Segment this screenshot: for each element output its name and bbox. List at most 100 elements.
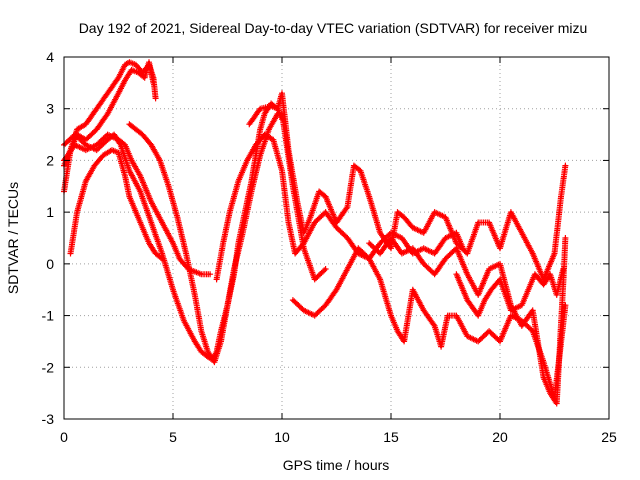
data-point (400, 252, 404, 255)
data-point (389, 236, 393, 240)
data-point (254, 143, 258, 147)
data-point (389, 247, 393, 250)
data-point (548, 391, 552, 395)
data-point (141, 133, 144, 136)
axis-ticks (63, 56, 610, 420)
data-point (228, 210, 231, 214)
data-point (128, 195, 131, 198)
y-tick-label: -3 (42, 411, 55, 427)
data-point (302, 309, 305, 312)
data-point (95, 148, 98, 152)
data-point (368, 257, 371, 260)
data-point (154, 252, 157, 255)
data-point (150, 200, 153, 203)
data-point (75, 128, 79, 131)
y-tick-label: 1 (46, 204, 54, 220)
data-point (555, 293, 558, 297)
data-point (520, 304, 523, 307)
data-point (95, 107, 98, 110)
data-point (455, 241, 458, 245)
data-point (128, 60, 131, 64)
data-point (509, 309, 513, 312)
data-point (531, 309, 534, 312)
data-point (143, 76, 146, 79)
data-point (141, 226, 144, 229)
data-point (130, 159, 133, 162)
data-point (69, 252, 72, 255)
data-point (150, 221, 153, 224)
data-point (158, 159, 162, 162)
data-point (200, 350, 203, 353)
data-point (302, 231, 305, 235)
data-point (400, 236, 404, 240)
data-point (123, 174, 127, 178)
data-point (134, 210, 138, 214)
data-point (128, 123, 131, 126)
x-axis-label: GPS time / hours (283, 457, 390, 473)
data-point (117, 76, 120, 79)
data-point (213, 360, 216, 364)
data-point (106, 138, 109, 141)
data-point (352, 164, 356, 167)
y-tick-label: -2 (42, 359, 55, 375)
data-point (176, 216, 179, 219)
data-point (84, 148, 88, 152)
data-point (259, 154, 262, 157)
data-point (455, 273, 458, 276)
data-point (422, 262, 425, 266)
data-point (263, 133, 266, 136)
plot-frame (63, 56, 610, 420)
data-point (287, 221, 290, 224)
data-point (178, 257, 181, 260)
y-tick-label: 0 (46, 256, 54, 272)
data-point (402, 340, 406, 343)
data-point (498, 340, 502, 343)
data-point (564, 236, 567, 240)
x-tick-label: 20 (492, 429, 508, 445)
series-track-k (453, 266, 567, 319)
data-point (324, 210, 327, 214)
data-point (509, 314, 513, 317)
data-point (150, 143, 153, 147)
data-point (152, 81, 155, 85)
data-point (130, 68, 133, 72)
data-point (527, 288, 530, 291)
data-point (346, 236, 349, 240)
data-point (136, 71, 140, 74)
data-point (335, 288, 338, 291)
data-point (237, 179, 240, 183)
data-point (533, 273, 537, 276)
series-track-g (213, 131, 466, 283)
data-point (117, 92, 120, 95)
y-tick-label: 3 (46, 101, 54, 117)
data-point (433, 252, 436, 255)
data-point (167, 185, 170, 188)
data-point (335, 221, 338, 224)
data-point (389, 314, 393, 317)
x-tick-label: 10 (274, 429, 290, 445)
y-tick-label: 2 (46, 152, 54, 168)
data-point (117, 151, 120, 154)
data-point (193, 340, 196, 343)
data-point (248, 123, 251, 126)
data-point (433, 273, 436, 276)
data-point (110, 148, 114, 152)
data-point (562, 267, 565, 271)
data-point (219, 340, 223, 343)
data-point (259, 107, 262, 110)
series-track-h (246, 90, 569, 283)
data-point (553, 252, 556, 255)
data-point (466, 252, 469, 255)
data-point (346, 205, 349, 209)
data-point (123, 79, 127, 82)
data-point (455, 231, 458, 235)
data-point (232, 267, 236, 271)
data-point (477, 221, 480, 224)
data-point (477, 314, 480, 317)
data-point (564, 164, 567, 167)
data-point (134, 63, 138, 66)
data-point (411, 288, 414, 291)
data-point (95, 143, 98, 147)
chart-title: Day 192 of 2021, Sidereal Day-to-day VTE… (79, 20, 588, 36)
